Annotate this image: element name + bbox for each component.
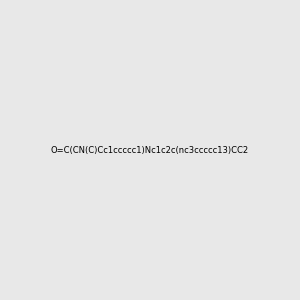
Text: O=C(CN(C)Cc1ccccc1)Nc1c2c(nc3ccccc13)CC2: O=C(CN(C)Cc1ccccc1)Nc1c2c(nc3ccccc13)CC2	[51, 146, 249, 154]
